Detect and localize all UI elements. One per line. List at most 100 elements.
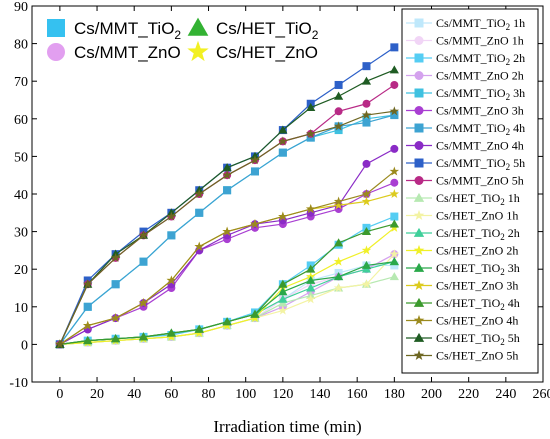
legend-marker <box>187 17 209 36</box>
data-point <box>278 211 288 221</box>
legend-marker <box>413 227 425 237</box>
legend-marker <box>414 18 424 28</box>
legend-entry: Cs/MMT_TiO2 5h <box>406 156 525 172</box>
series-line <box>59 253 395 345</box>
y-tick-label: -10 <box>9 376 28 391</box>
data-point <box>362 99 371 108</box>
data-point <box>362 118 371 127</box>
legend-marker <box>413 297 425 307</box>
legend-label: Cs/MMT_TiO2 5h <box>436 156 525 172</box>
legend-label: Cs/MMT_TiO2 4h <box>436 121 525 137</box>
data-point <box>333 283 344 293</box>
legend-marker <box>47 19 65 37</box>
data-point <box>222 170 232 180</box>
data-point <box>166 328 176 337</box>
legend-entry: Cs/MMT_ZnO 3h <box>406 104 524 118</box>
legend-entry: Cs/HET_ZnO 5h <box>406 349 518 363</box>
y-tick-label: 50 <box>14 150 28 165</box>
data-point <box>389 189 400 199</box>
data-point <box>222 226 232 236</box>
x-tick-label: 100 <box>235 387 256 402</box>
data-point <box>389 257 399 266</box>
legend-marker <box>47 43 65 61</box>
x-tick-label: 80 <box>202 387 216 402</box>
legend-entry: Cs/HET_TiO2 2h <box>406 226 520 242</box>
data-point <box>82 279 93 289</box>
y-tick-label: 40 <box>14 188 28 203</box>
data-point <box>361 245 372 255</box>
data-point <box>250 219 260 229</box>
data-point <box>306 102 316 111</box>
big-legend-label: Cs/HET_ZnO <box>216 43 318 62</box>
legend-label: Cs/MMT_TiO2 1h <box>436 16 525 32</box>
series-group <box>55 43 399 349</box>
data-point <box>390 111 399 120</box>
legend-entry: Cs/HET_ZnO 3h <box>406 279 518 293</box>
data-point <box>361 260 372 269</box>
y-tick-label: 0 <box>21 338 28 353</box>
legend-label: Cs/HET_TiO2 1h <box>436 191 520 207</box>
legend-entry: Cs/MMT_TiO2 4h <box>406 121 525 137</box>
legend-label: Cs/HET_ZnO 3h <box>436 279 518 293</box>
legend-label: Cs/HET_TiO2 4h <box>436 296 520 312</box>
legend-label: Cs/MMT_ZnO 1h <box>436 34 524 48</box>
data-point <box>334 238 344 247</box>
legend-marker <box>187 40 209 62</box>
y-tick-label: 90 <box>14 0 28 15</box>
data-point <box>361 196 372 206</box>
legend-marker <box>413 314 425 326</box>
data-point <box>306 283 316 292</box>
data-point <box>390 43 399 52</box>
data-point <box>110 252 121 262</box>
series-group <box>55 272 399 348</box>
data-point <box>278 279 288 288</box>
big-legend-label: Cs/MMT_ZnO <box>74 43 181 62</box>
data-point <box>361 76 372 85</box>
data-point <box>390 80 399 89</box>
legend-entry: Cs/MMT_ZnO 1h <box>406 34 524 48</box>
legend-box <box>401 8 539 374</box>
data-point <box>250 309 260 318</box>
data-point <box>278 136 288 146</box>
y-tick-label: 10 <box>14 301 28 316</box>
data-point <box>389 106 400 116</box>
legend-marker <box>413 192 425 202</box>
legend-entry: Cs/HET_ZnO 4h <box>406 314 518 328</box>
data-point <box>167 231 176 240</box>
legend-label: Cs/HET_ZnO 1h <box>436 209 518 223</box>
legend-marker <box>413 332 425 342</box>
legend-marker <box>414 123 424 133</box>
legend-entry: Cs/MMT_TiO2 1h <box>406 16 525 32</box>
data-point <box>361 189 372 199</box>
axis-layer: 0 20 40 60 80 100 120 140 160 180 200 220 240 260 -10 0… <box>9 0 550 402</box>
series-group <box>55 106 400 349</box>
y-tick-label: 30 <box>14 226 28 241</box>
data-point <box>389 166 400 176</box>
x-tick-label: 120 <box>272 387 293 402</box>
x-tick-label: 20 <box>90 387 104 402</box>
legend-marker <box>414 158 424 168</box>
x-tick-label: 40 <box>127 387 141 402</box>
series-line <box>59 261 395 345</box>
data-point <box>194 189 204 199</box>
series-group <box>55 250 399 349</box>
legend-entry: Cs/HET_TiO2 5h <box>406 331 520 347</box>
x-tick-label: 260 <box>533 387 550 402</box>
legend-label: Cs/MMT_TiO2 2h <box>436 51 525 67</box>
series-group <box>55 80 399 349</box>
x-tick-label: 140 <box>310 387 331 402</box>
data-point <box>389 272 399 281</box>
data-point <box>390 212 399 221</box>
data-point <box>110 313 121 323</box>
legend-marker <box>413 349 425 361</box>
data-point <box>333 200 344 210</box>
data-point <box>82 320 93 330</box>
legend-marker <box>414 176 424 185</box>
legend-entry: Cs/HET_TiO2 4h <box>406 296 520 312</box>
data-point <box>55 339 65 349</box>
legend-label: Cs/HET_ZnO 5h <box>436 349 518 363</box>
data-point <box>362 62 371 71</box>
data-point <box>278 148 287 157</box>
data-point <box>334 107 343 116</box>
y-tick-label: 80 <box>14 38 28 53</box>
